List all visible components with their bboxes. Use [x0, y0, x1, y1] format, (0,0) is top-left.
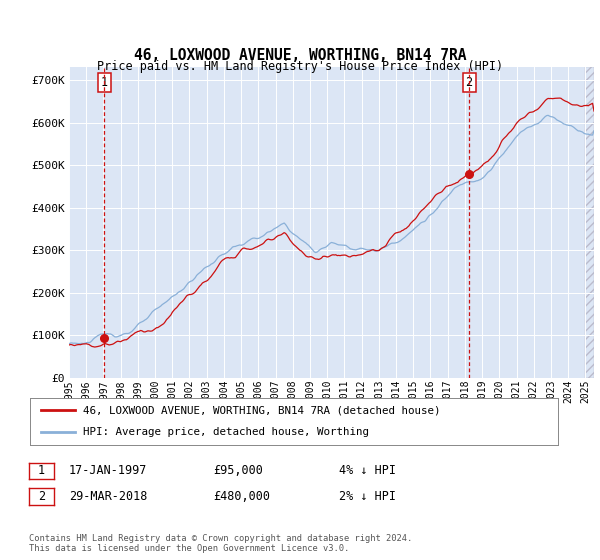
- Text: 2: 2: [38, 489, 45, 503]
- Text: 17-JAN-1997: 17-JAN-1997: [69, 464, 148, 478]
- Text: 2% ↓ HPI: 2% ↓ HPI: [339, 489, 396, 503]
- Text: 4% ↓ HPI: 4% ↓ HPI: [339, 464, 396, 478]
- Text: 46, LOXWOOD AVENUE, WORTHING, BN14 7RA (detached house): 46, LOXWOOD AVENUE, WORTHING, BN14 7RA (…: [83, 405, 440, 416]
- Text: Price paid vs. HM Land Registry's House Price Index (HPI): Price paid vs. HM Land Registry's House …: [97, 59, 503, 73]
- Text: Contains HM Land Registry data © Crown copyright and database right 2024.
This d: Contains HM Land Registry data © Crown c…: [29, 534, 412, 553]
- Text: £95,000: £95,000: [213, 464, 263, 478]
- Text: 2: 2: [466, 76, 473, 89]
- Text: 29-MAR-2018: 29-MAR-2018: [69, 489, 148, 503]
- Text: 46, LOXWOOD AVENUE, WORTHING, BN14 7RA: 46, LOXWOOD AVENUE, WORTHING, BN14 7RA: [134, 49, 466, 63]
- Text: 1: 1: [38, 464, 45, 478]
- Text: HPI: Average price, detached house, Worthing: HPI: Average price, detached house, Wort…: [83, 427, 369, 437]
- Text: 1: 1: [101, 76, 107, 89]
- Text: £480,000: £480,000: [213, 489, 270, 503]
